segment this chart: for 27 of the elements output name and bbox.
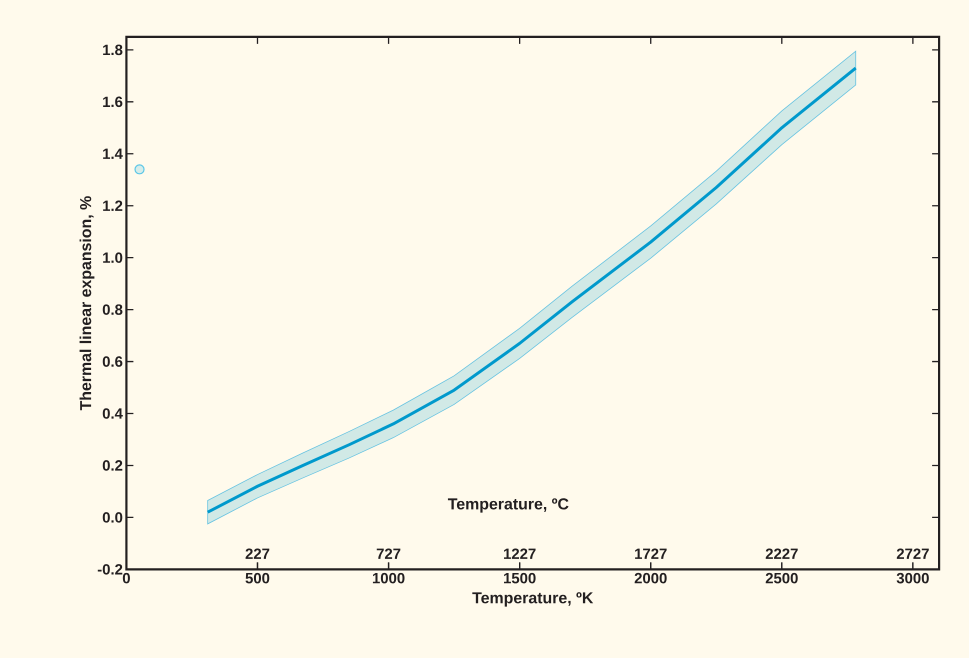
y-tick-label: 1.8	[103, 44, 122, 56]
y-tick-label: 0.0	[102, 512, 122, 523]
x2-tick-label: 2227	[766, 548, 798, 559]
x2-axis-title: Temperature, ºC	[448, 498, 569, 513]
y-tick-label: 0.8	[102, 304, 122, 315]
y-tick-label: 1.0	[103, 252, 122, 263]
x-tick-label: 500	[246, 572, 270, 584]
y-tick-label: 0.2	[102, 460, 122, 471]
y-tick-label: -0.2	[98, 564, 122, 575]
x2-tick-label: 1227	[504, 548, 536, 559]
x2-tick-label: 1727	[635, 548, 667, 559]
x-tick-label: 3000	[896, 572, 929, 584]
y-axis-title: Thermal linear expansion, %	[80, 196, 94, 410]
y-tick-label: 0.6	[102, 356, 122, 367]
x-tick-label: 1500	[504, 572, 536, 584]
y-tick-label: 1.6	[103, 96, 122, 108]
x-tick-label: 0	[122, 572, 130, 584]
x2-tick-label: 2727	[896, 548, 929, 559]
x2-tick-label: 227	[246, 548, 270, 559]
y-tick-label: 1.2	[103, 200, 122, 211]
y-tick-label: 1.4	[103, 148, 123, 159]
x-tick-label: 1000	[372, 572, 405, 584]
x-tick-label: 2500	[766, 572, 798, 584]
y-tick-label: 0.4	[102, 408, 123, 419]
x-tick-label: 2000	[634, 572, 667, 584]
x-axis-title: Temperature, ºK	[472, 592, 594, 607]
x2-tick-label: 727	[376, 548, 400, 559]
